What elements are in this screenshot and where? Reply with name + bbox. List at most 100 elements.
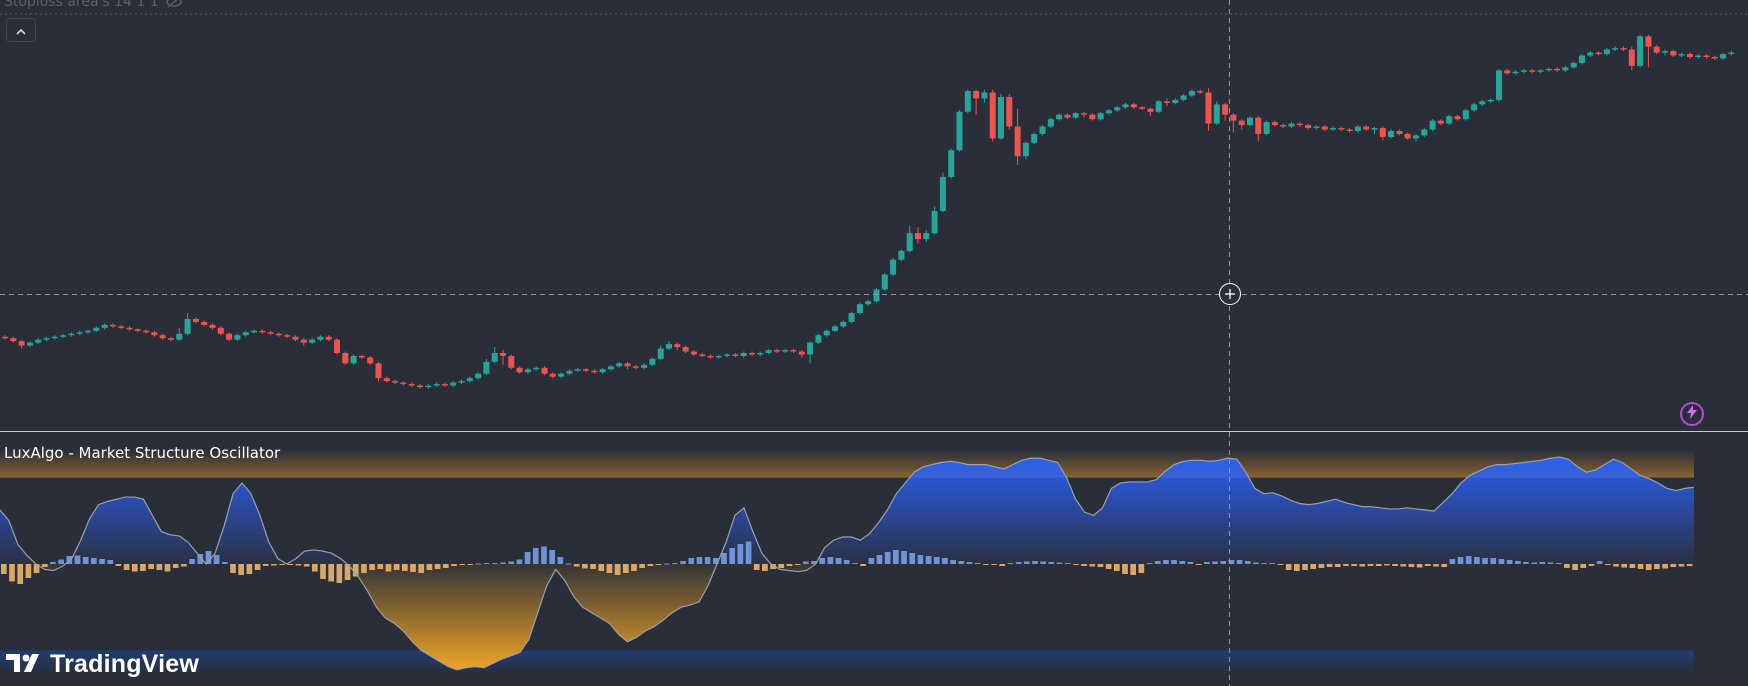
candle-body — [1711, 57, 1718, 59]
candle-body — [1338, 128, 1345, 130]
candle-body — [1363, 126, 1370, 130]
candle-body — [1089, 114, 1096, 120]
candle-body — [1487, 99, 1494, 102]
histogram-bar — [508, 561, 515, 564]
candle-body — [773, 350, 780, 352]
histogram-bar — [622, 564, 629, 573]
histogram-bar — [1064, 563, 1071, 564]
candle-body — [757, 353, 764, 355]
candle-body — [881, 274, 888, 290]
histogram-bar — [1498, 559, 1505, 564]
candle-body — [657, 348, 664, 359]
candle-body — [1504, 70, 1511, 74]
histogram-bar — [557, 557, 564, 564]
histogram-bar — [1244, 561, 1251, 564]
histogram-bar — [835, 558, 842, 564]
histogram-bar — [156, 564, 163, 570]
candle-body — [1645, 36, 1652, 47]
top-legend: Stoploss area's 14 1 1 — [4, 0, 183, 10]
top-legend-text: Stoploss area's 14 1 1 — [4, 0, 159, 10]
candle-body — [533, 367, 540, 370]
histogram-bar — [352, 564, 359, 577]
candle-body — [458, 381, 465, 383]
histogram-bar — [802, 561, 809, 564]
histogram-bar — [1465, 556, 1472, 564]
candle-body — [583, 369, 589, 371]
histogram-bar — [1514, 561, 1521, 564]
candle-body — [217, 327, 224, 334]
candle-body — [450, 382, 457, 386]
histogram-bar — [573, 564, 580, 567]
histogram-bar — [974, 563, 981, 564]
candle-body — [524, 369, 531, 373]
candle-body — [483, 361, 490, 374]
candle-body — [425, 385, 432, 388]
candle-body — [707, 355, 714, 358]
histogram-bar — [532, 548, 539, 564]
histogram-bar — [1686, 564, 1693, 566]
candle-body — [466, 378, 473, 382]
eye-crossed-icon[interactable] — [165, 0, 183, 8]
candle-body — [981, 92, 988, 99]
histogram-bar — [1670, 564, 1677, 567]
candle-body — [1579, 55, 1585, 63]
histogram-bar — [1547, 562, 1554, 564]
candle-body — [1703, 55, 1710, 57]
histogram-bar — [91, 558, 97, 564]
histogram-bar — [1433, 564, 1439, 567]
candle-body — [1404, 133, 1411, 139]
candle-body — [1496, 70, 1502, 100]
candle-body — [1728, 52, 1735, 55]
candle-body — [1271, 122, 1278, 126]
histogram-bar — [189, 559, 195, 564]
candle-body — [641, 364, 648, 368]
histogram-bar — [50, 562, 56, 564]
histogram-bar — [1122, 564, 1128, 574]
candle-body — [60, 335, 67, 337]
candle-body — [549, 373, 556, 377]
alert-button[interactable] — [1680, 402, 1704, 426]
histogram-bar — [344, 564, 351, 580]
histogram-bar — [1138, 564, 1145, 573]
candle-body — [126, 327, 133, 330]
candle-body — [1263, 122, 1270, 134]
candle-body — [1520, 70, 1527, 72]
histogram-bar — [704, 557, 711, 564]
histogram-bar — [1040, 561, 1046, 564]
candle-body — [674, 344, 681, 348]
histogram-bar — [246, 564, 253, 574]
indicator-title[interactable]: LuxAlgo - Market Structure Oscillator — [4, 444, 281, 462]
histogram-bar — [1, 564, 7, 574]
candle-body — [1014, 126, 1021, 157]
tradingview-logo: TradingView — [6, 650, 199, 679]
histogram-bar — [1384, 564, 1390, 566]
candle-body — [68, 333, 75, 336]
histogram-bar — [631, 564, 637, 571]
histogram-bar — [492, 563, 498, 564]
histogram-bar — [917, 555, 924, 564]
candle-body — [1429, 120, 1436, 130]
histogram-bar — [1564, 564, 1570, 568]
candle-body — [1072, 113, 1079, 118]
collapse-button[interactable] — [6, 18, 36, 42]
histogram-bar — [1269, 563, 1276, 564]
candle-body — [591, 370, 598, 373]
candle-body — [1354, 126, 1361, 131]
histogram-bar — [385, 564, 392, 572]
histogram-bar — [655, 564, 662, 565]
plus-circle-icon[interactable] — [1219, 283, 1241, 305]
histogram-bar — [1326, 564, 1333, 567]
histogram-bar — [1367, 564, 1374, 566]
histogram-bar — [1555, 563, 1562, 564]
histogram-bar — [1662, 564, 1668, 569]
histogram-bar — [819, 558, 826, 564]
histogram-bar — [1236, 560, 1243, 564]
histogram-bar — [999, 564, 1006, 566]
histogram-bar — [598, 564, 605, 571]
histogram-bar — [213, 555, 220, 564]
candle-body — [931, 210, 938, 234]
histogram-bar — [500, 562, 506, 564]
candle-body — [1678, 54, 1685, 56]
